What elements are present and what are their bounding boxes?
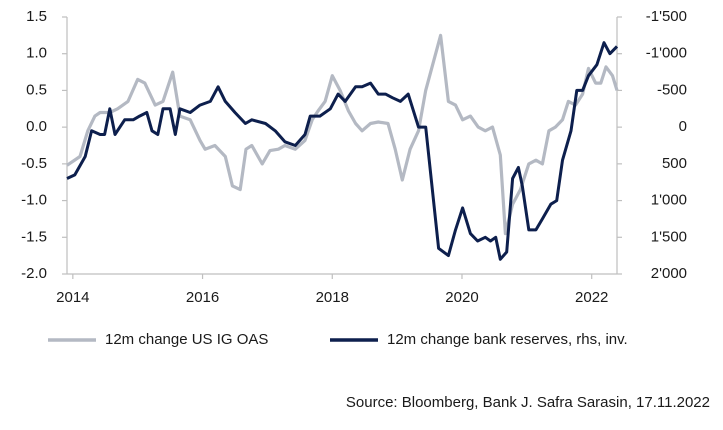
x-tick-label: 2018	[316, 289, 349, 306]
series-line	[66, 33, 619, 236]
y-tick-label: 0.0	[26, 118, 47, 135]
series-line	[66, 41, 619, 261]
y2-tick-label: 500	[662, 155, 687, 172]
y2-tick-label: -500	[657, 81, 687, 98]
legend-label: 12m change bank reserves, rhs, inv.	[387, 331, 628, 348]
x-tick-label: 2016	[186, 289, 219, 306]
y2-tick-label: -1'000	[646, 45, 687, 62]
y-tick-label: -2.0	[21, 265, 47, 282]
y-tick-label: -1.5	[21, 228, 47, 245]
x-tick-label: 2022	[575, 289, 608, 306]
y-tick-label: -0.5	[21, 155, 47, 172]
y-tick-label: 1.5	[26, 8, 47, 25]
x-tick-label: 2020	[445, 289, 478, 306]
legend-label: 12m change US IG OAS	[105, 331, 268, 348]
y-tick-label: 0.5	[26, 81, 47, 98]
y2-tick-label: -1'500	[646, 8, 687, 25]
y-tick-label: 1.0	[26, 45, 47, 62]
y2-tick-label: 0	[679, 118, 687, 135]
y2-tick-label: 1'500	[651, 228, 687, 245]
y2-tick-label: 1'000	[651, 192, 687, 209]
y-tick-label: -1.0	[21, 192, 47, 209]
x-tick-label: 2014	[56, 289, 89, 306]
source-note: Source: Bloomberg, Bank J. Safra Sarasin…	[346, 394, 710, 411]
y2-tick-label: 2'000	[651, 265, 687, 282]
